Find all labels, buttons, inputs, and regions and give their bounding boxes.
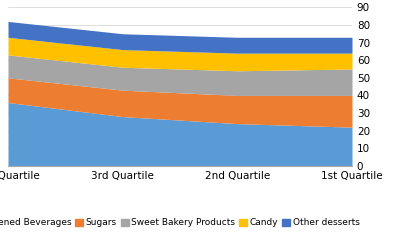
Legend: Sweetened Beverages, Sugars, Sweet Bakery Products, Candy, Other desserts: Sweetened Beverages, Sugars, Sweet Baker… (0, 215, 364, 231)
